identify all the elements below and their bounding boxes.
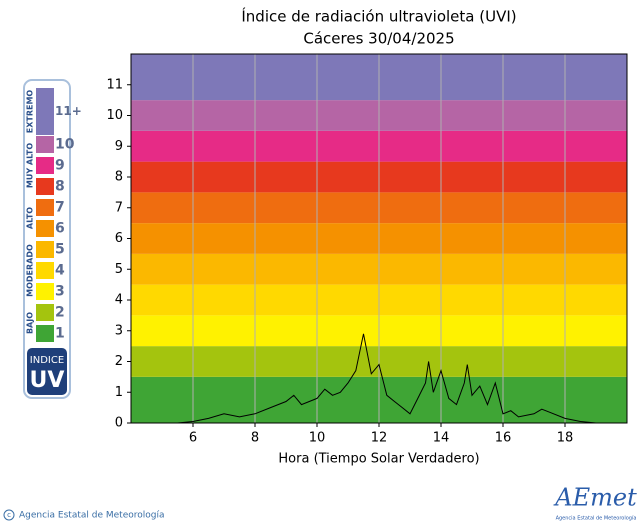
y-tick-label: 1 <box>115 385 123 400</box>
legend-frame <box>23 79 71 399</box>
legend-swatch <box>36 199 54 216</box>
legend-level: 11+ <box>55 104 82 118</box>
y-tick-label: 7 <box>115 200 123 215</box>
legend-swatch <box>36 325 54 342</box>
y-tick-label: 5 <box>115 262 123 277</box>
chart-subtitle: Cáceres 30/04/2025 <box>303 30 454 48</box>
legend-level: 4 <box>55 263 65 279</box>
legend-level: 7 <box>55 200 65 216</box>
x-tick-label: 8 <box>251 431 259 446</box>
legend-swatch <box>36 178 54 195</box>
index-label: INDICE <box>30 355 64 366</box>
uv-badge <box>27 348 67 395</box>
legend-swatch <box>36 241 54 258</box>
legend-swatch <box>36 262 54 279</box>
y-tick-label: 8 <box>115 170 123 185</box>
legend-level: 3 <box>55 284 65 300</box>
y-tick-label: 9 <box>115 139 123 154</box>
uv-line <box>162 333 597 424</box>
x-axis-label: Hora (Tiempo Solar Verdadero) <box>278 452 479 467</box>
legend-swatch <box>36 304 54 321</box>
legend-level: 1 <box>55 326 65 342</box>
y-tick-label: 4 <box>115 293 123 308</box>
y-tick-label: 3 <box>115 323 123 338</box>
x-tick-label: 12 <box>371 431 388 446</box>
copyright-icon <box>3 509 15 521</box>
legend-level: 6 <box>55 221 65 237</box>
legend-group: EXTREMO <box>26 90 35 134</box>
legend-group: BAJO <box>26 312 35 334</box>
y-tick-label: 0 <box>115 416 123 431</box>
legend-group: MODERADO <box>26 244 35 297</box>
uv-label: UV <box>30 368 65 393</box>
logo-caption: Agencia Estatal de Meteorología <box>556 515 637 522</box>
y-tick-label: 10 <box>106 108 123 123</box>
x-tick-label: 18 <box>557 431 574 446</box>
legend-swatch <box>36 157 54 174</box>
legend-level: 5 <box>55 242 65 258</box>
y-tick-label: 11 <box>106 77 123 92</box>
x-tick-label: 14 <box>433 431 450 446</box>
legend-level: 9 <box>55 158 65 174</box>
x-tick-label: 16 <box>495 431 512 446</box>
logo: AEmet <box>553 484 637 512</box>
legend-swatch <box>36 136 54 153</box>
footer-text: Agencia Estatal de Meteorología <box>19 511 165 521</box>
legend-swatch <box>36 220 54 237</box>
legend-swatch <box>36 88 54 135</box>
copyright-mark: c <box>7 511 11 519</box>
y-tick-label: 2 <box>115 354 123 369</box>
chart-title: Índice de radiación ultravioleta (UVI) <box>241 7 516 26</box>
legend-swatch <box>36 283 54 300</box>
x-tick-label: 10 <box>309 431 326 446</box>
legend-level: 2 <box>55 305 65 321</box>
legend-group: MUY ALTO <box>26 143 35 188</box>
plot-frame <box>130 53 628 424</box>
legend-level: 10 <box>55 137 75 153</box>
y-tick-label: 6 <box>115 231 123 246</box>
x-tick-label: 6 <box>189 431 197 446</box>
legend-level: 8 <box>55 179 65 195</box>
legend-group: ALTO <box>26 207 35 229</box>
